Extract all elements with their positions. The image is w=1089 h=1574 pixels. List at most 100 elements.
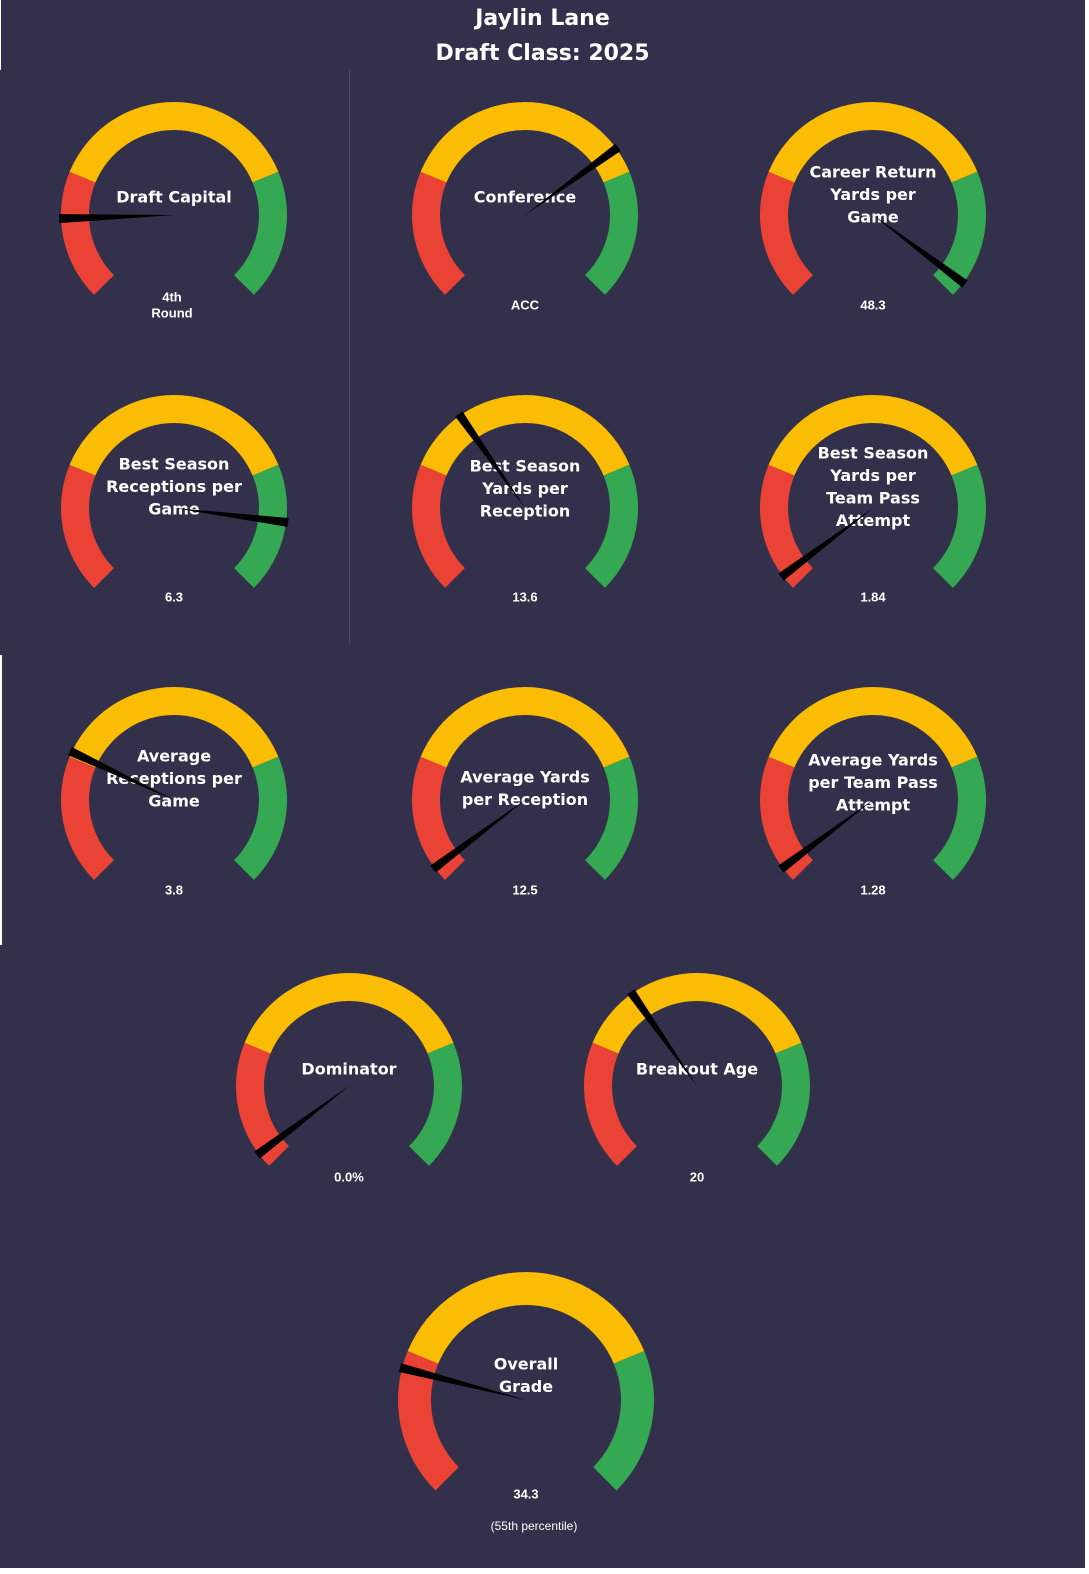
gauge-zone-mid bbox=[69, 394, 279, 476]
gauge-needle bbox=[398, 1363, 526, 1400]
gauge-label: per Reception bbox=[462, 790, 588, 809]
gauge-value: 12.5 bbox=[512, 882, 537, 897]
gauge-zone-mid bbox=[420, 686, 630, 768]
gauge-label: Average bbox=[137, 747, 211, 766]
gauge-label: Career Return bbox=[809, 163, 936, 182]
gauge-label: Attempt bbox=[836, 796, 911, 815]
gauge-zone-low bbox=[412, 464, 465, 588]
gauge-label: Grade bbox=[499, 1377, 553, 1396]
gauge-label: Average Yards bbox=[808, 751, 937, 770]
gauge-needle bbox=[525, 143, 621, 215]
gauge-label: Average Yards bbox=[460, 768, 589, 787]
gauge-zone-high bbox=[933, 756, 986, 880]
gauge-average-ypr: Average Yards per Reception 12.5 bbox=[412, 686, 638, 897]
gauge-zone-high bbox=[585, 756, 638, 880]
gauge-zone-mid bbox=[592, 973, 802, 1054]
gauge-needle bbox=[430, 800, 525, 873]
gauge-label: Best Season bbox=[119, 455, 230, 474]
gauge-zone-high bbox=[933, 464, 986, 588]
gauge-zone-low bbox=[61, 171, 114, 295]
gauge-zone-mid bbox=[420, 102, 630, 183]
gauge-zone-high bbox=[409, 1042, 462, 1166]
gauge-label: Yards per bbox=[481, 479, 568, 498]
gauge-zone-low bbox=[60, 464, 114, 588]
gauge-value: ACC bbox=[511, 297, 540, 312]
player-name: Jaylin Lane bbox=[475, 6, 610, 31]
gauge-value: 1.28 bbox=[860, 882, 885, 897]
gauge-value: 4th bbox=[162, 289, 182, 304]
gauge-label: Receptions per bbox=[106, 477, 242, 496]
gauge-career-return-yards: Career Return Yards per Game 48.3 bbox=[760, 102, 986, 312]
gauge-zone-mid bbox=[244, 973, 454, 1054]
gauge-value: 20 bbox=[690, 1169, 704, 1184]
frame-edge bbox=[0, 0, 1, 70]
gauge-value: 0.0% bbox=[334, 1169, 364, 1184]
gauge-zone-low bbox=[760, 171, 813, 295]
gauge-zone-low bbox=[584, 1042, 637, 1166]
gauge-label: Game bbox=[148, 500, 200, 519]
gauge-zone-mid bbox=[407, 1271, 645, 1364]
gauge-value: 34.3 bbox=[513, 1486, 538, 1501]
draft-class: Draft Class: 2025 bbox=[435, 41, 650, 66]
gauge-label: Overall bbox=[494, 1355, 559, 1374]
gauge-label: Conference bbox=[474, 188, 577, 207]
gauge-label: Draft Capital bbox=[116, 188, 232, 207]
gauge-best-season-receptions: Best Season Receptions per Game 6.3 bbox=[60, 394, 289, 604]
gauge-needle bbox=[778, 800, 873, 873]
gauge-label: Dominator bbox=[301, 1060, 396, 1079]
frame-edge bbox=[1085, 0, 1089, 1574]
gauge-needle bbox=[174, 508, 289, 527]
gauge-zone-low bbox=[412, 756, 465, 880]
gauge-percentile-note: (55th percentile) bbox=[491, 1519, 578, 1533]
gauge-label: per Team Pass bbox=[808, 773, 938, 792]
gauge-zone-high bbox=[234, 171, 287, 295]
gauge-zone-high bbox=[593, 1351, 654, 1491]
gauge-value: 13.6 bbox=[512, 589, 537, 604]
gauge-label: Best Season bbox=[470, 457, 581, 476]
gauge-label: Breakout Age bbox=[636, 1060, 758, 1079]
gauge-zone-mid bbox=[420, 394, 630, 476]
gauge-zone-high bbox=[234, 756, 287, 880]
gauge-zone-mid bbox=[768, 102, 978, 183]
gauge-label: Attempt bbox=[836, 511, 911, 530]
gauge-zone-low bbox=[760, 756, 813, 880]
gauge-zone-low bbox=[235, 1042, 289, 1166]
gauge-label: Team Pass bbox=[826, 489, 920, 508]
gauge-zone-mid bbox=[768, 687, 978, 768]
gauge-label: Best Season bbox=[818, 444, 929, 463]
gauge-value: 6.3 bbox=[165, 589, 183, 604]
gauge-value: Round bbox=[151, 305, 192, 320]
gauge-best-season-ypr: Best Season Yards per Reception 13.6 bbox=[412, 394, 638, 604]
gauge-value: 3.8 bbox=[165, 882, 183, 897]
gauge-needle bbox=[873, 215, 968, 288]
gauge-zone-high bbox=[585, 171, 638, 295]
gauge-dominator: Dominator 0.0% bbox=[235, 973, 462, 1184]
gauge-needle bbox=[68, 746, 174, 800]
gauge-zone-high bbox=[757, 1042, 811, 1166]
gauge-label: Yards per bbox=[829, 466, 916, 485]
gauge-best-season-yptpa: Best Season Yards per Team Pass Attempt 1.84 bbox=[760, 395, 986, 604]
gauge-needle bbox=[627, 989, 697, 1086]
gauge-overall-grade: Overall Grade 34.3 (55th percentile) bbox=[397, 1271, 654, 1533]
gauge-value: 1.84 bbox=[860, 589, 886, 604]
gauge-needle bbox=[778, 508, 873, 581]
vertical-divider bbox=[349, 70, 350, 645]
gauge-conference: Conference ACC bbox=[412, 102, 638, 312]
gauge-zone-mid bbox=[69, 102, 279, 183]
gauge-needle bbox=[254, 1086, 349, 1159]
gauge-label: Game bbox=[148, 792, 200, 811]
gauge-zone-low bbox=[412, 171, 465, 295]
gauge-label: Yards per bbox=[829, 185, 916, 204]
gauge-value: 48.3 bbox=[860, 297, 885, 312]
gauge-breakout-age: Breakout Age 20 bbox=[584, 973, 811, 1184]
gauge-zone-high bbox=[234, 464, 287, 588]
gauge-zone-low bbox=[760, 464, 813, 588]
gauge-needle bbox=[58, 214, 174, 224]
gauge-zone-high bbox=[585, 464, 638, 588]
gauge-zone-low bbox=[60, 756, 114, 880]
gauge-average-yptpa: Average Yards per Team Pass Attempt 1.28 bbox=[760, 687, 986, 897]
